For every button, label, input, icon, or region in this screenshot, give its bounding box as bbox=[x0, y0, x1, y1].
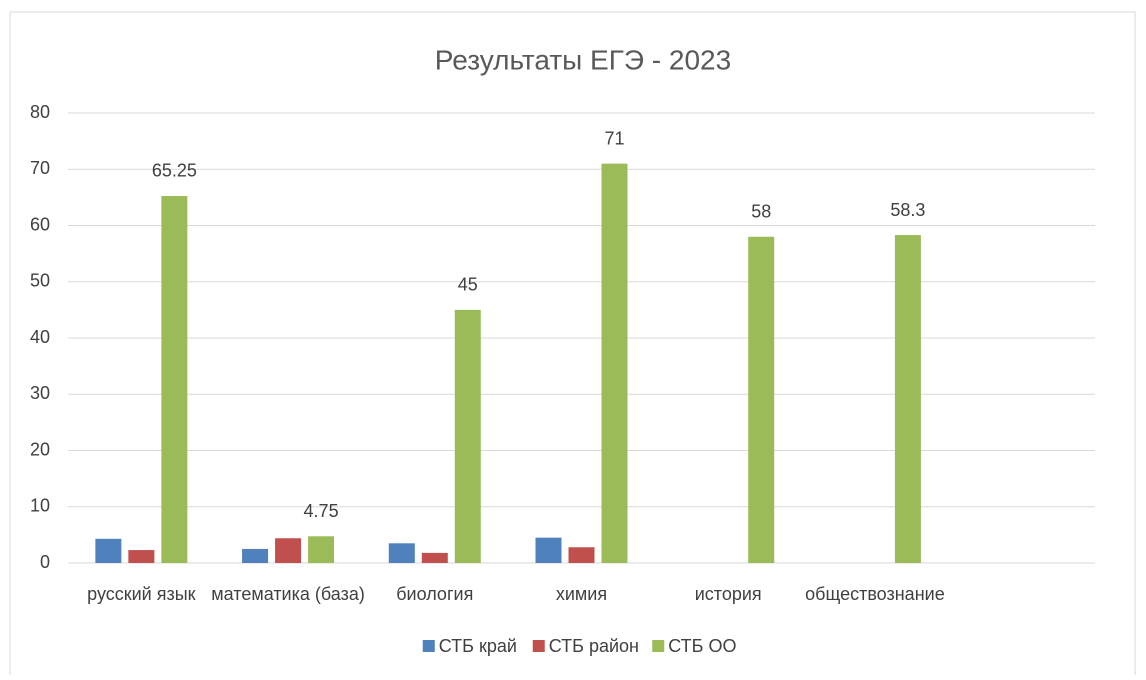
y-tick-label: 10 bbox=[30, 496, 50, 516]
data-label: 65.25 bbox=[152, 161, 197, 181]
legend-label: СТБ ОО bbox=[668, 636, 736, 656]
data-label: 58 bbox=[751, 202, 771, 222]
legend-label: СТБ край bbox=[439, 636, 517, 656]
x-tick-label: русский язык bbox=[87, 584, 196, 604]
data-label: 58.3 bbox=[890, 200, 925, 220]
legend-swatch bbox=[652, 640, 665, 652]
data-label: 4.75 bbox=[304, 501, 339, 521]
x-tick-label: химия bbox=[556, 584, 607, 604]
y-tick-label: 30 bbox=[30, 383, 50, 403]
chart-frame bbox=[9, 11, 1136, 675]
bar bbox=[95, 538, 122, 563]
y-tick-label: 60 bbox=[30, 214, 50, 234]
y-tick-label: 20 bbox=[30, 439, 50, 459]
legend-swatch bbox=[532, 640, 545, 652]
legend-swatch bbox=[422, 640, 435, 652]
bar bbox=[454, 309, 481, 563]
x-tick-label: история bbox=[695, 584, 762, 604]
y-tick-label: 70 bbox=[30, 158, 50, 178]
bar bbox=[242, 548, 269, 563]
y-tick-label: 50 bbox=[30, 271, 50, 291]
bar bbox=[535, 537, 562, 563]
bar bbox=[161, 195, 188, 563]
data-label: 71 bbox=[604, 128, 624, 148]
bar bbox=[601, 163, 628, 563]
y-tick-label: 0 bbox=[40, 552, 50, 572]
x-tick-label: обществознание bbox=[805, 584, 945, 604]
bar bbox=[128, 550, 155, 563]
y-tick-label: 80 bbox=[30, 102, 50, 122]
bar bbox=[275, 538, 302, 563]
bar bbox=[748, 236, 775, 563]
y-tick-label: 40 bbox=[30, 327, 50, 347]
bar bbox=[568, 547, 595, 563]
bar bbox=[894, 235, 921, 563]
x-tick-label: математика (база) bbox=[211, 584, 365, 604]
x-tick-label: биология bbox=[396, 584, 473, 604]
bar bbox=[421, 552, 448, 563]
bar bbox=[388, 543, 415, 563]
legend-label: СТБ район bbox=[549, 636, 639, 656]
chart-title: Результаты ЕГЭ - 2023 bbox=[435, 44, 731, 75]
data-label: 45 bbox=[458, 275, 478, 295]
bar bbox=[308, 536, 335, 563]
